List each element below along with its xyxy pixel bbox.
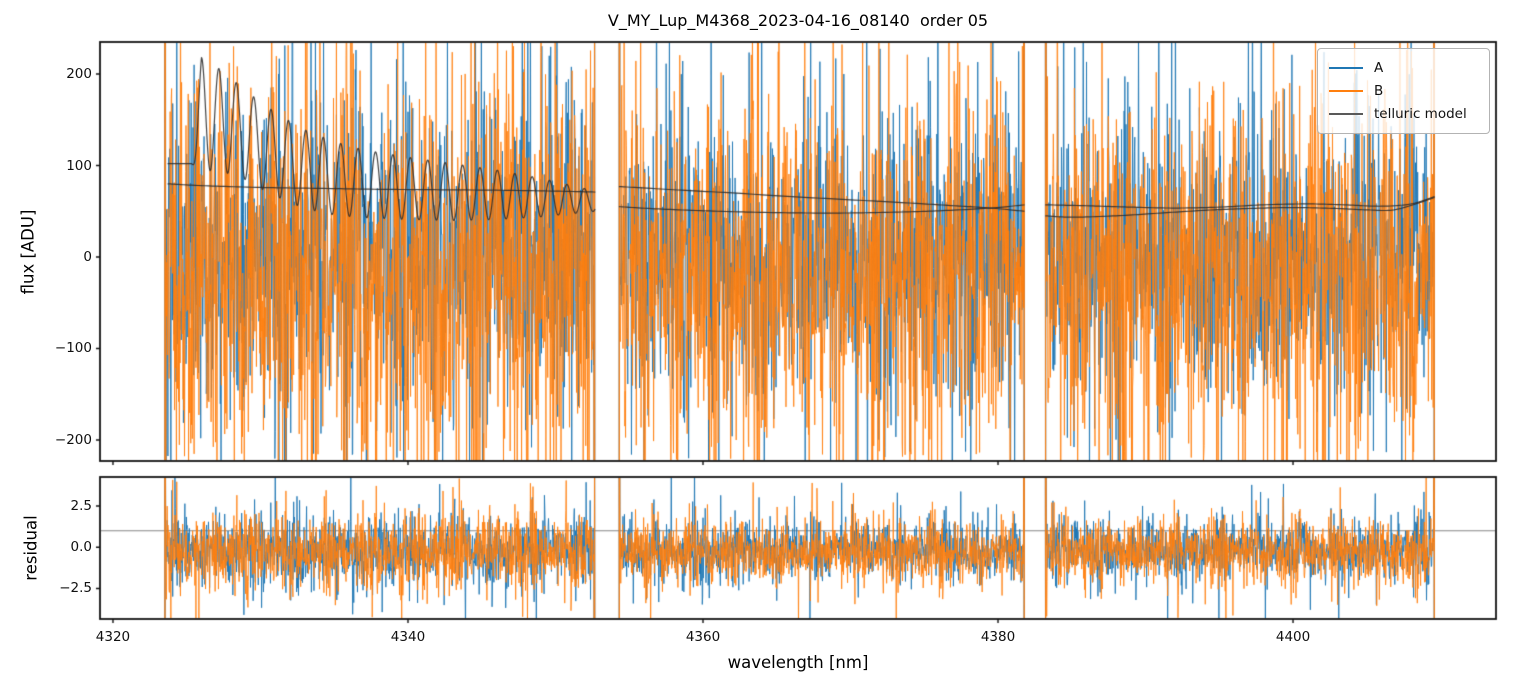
- legend-label-a: A: [1374, 60, 1384, 76]
- flux-y-tick-label: −100: [54, 340, 92, 357]
- x-tick-label: 4340: [390, 629, 426, 645]
- flux-y-tick-label: −200: [54, 431, 92, 448]
- residual-y-tick-label: 2.5: [70, 498, 92, 515]
- legend-line-swatch-a: [1329, 67, 1363, 69]
- x-tick-label: 4380: [980, 629, 1016, 645]
- flux-y-tick-label: 0: [83, 248, 92, 265]
- legend: A B telluric model: [1317, 48, 1490, 134]
- flux-axis-label: flux [ADU]: [18, 209, 38, 295]
- legend-item-telluric-model: telluric model: [1329, 103, 1479, 125]
- chart-title: V_MY_Lup_M4368_2023-04-16_08140 order 05: [607, 11, 989, 30]
- legend-item-b: B: [1329, 80, 1479, 102]
- x-tick-label: 4320: [95, 629, 131, 645]
- x-tick-label: 4400: [1275, 629, 1311, 645]
- x-tick-label: 4360: [685, 629, 721, 645]
- legend-label-telluric: telluric model: [1374, 106, 1467, 122]
- flux-y-tick-label: 100: [66, 157, 92, 174]
- legend-label-b: B: [1374, 83, 1384, 99]
- x-axis-label: wavelength [nm]: [727, 653, 869, 672]
- legend-item-a: A: [1329, 57, 1479, 79]
- residual-y-tick-label: −2.5: [59, 580, 92, 597]
- residual-y-tick-label: 0.0: [70, 539, 92, 556]
- legend-line-swatch-telluric: [1329, 113, 1363, 115]
- flux-y-tick-label: 200: [66, 66, 92, 83]
- legend-line-swatch-b: [1329, 90, 1363, 92]
- residual-axis-label: residual: [21, 515, 41, 581]
